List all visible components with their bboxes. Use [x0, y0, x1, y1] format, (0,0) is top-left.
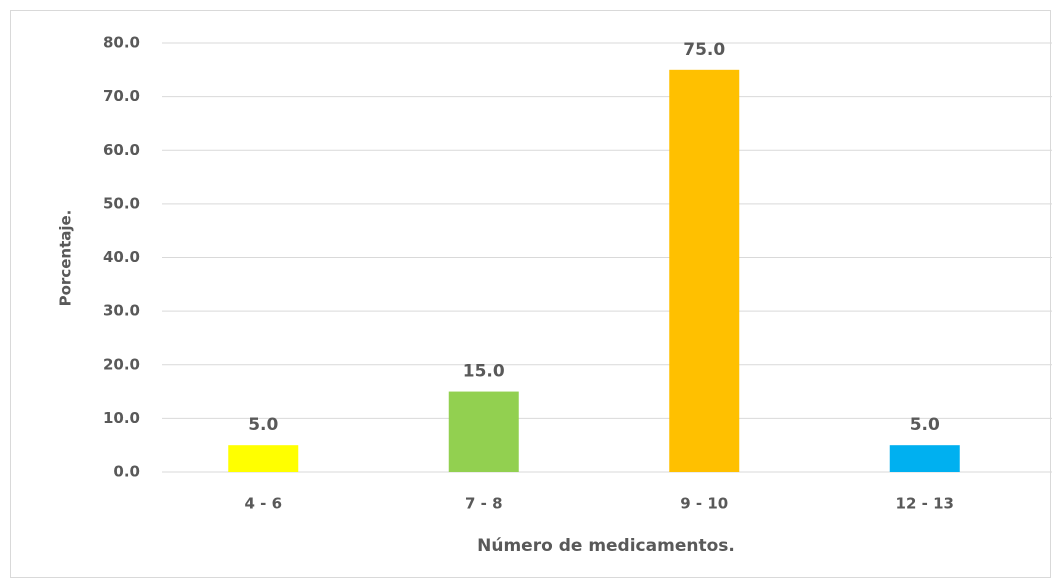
x-tick-label: 9 - 10 — [680, 495, 728, 513]
y-tick-label: 30.0 — [103, 302, 140, 320]
y-tick-label: 80.0 — [103, 34, 140, 52]
data-label: 75.0 — [683, 40, 725, 60]
x-axis-label: Número de medicamentos. — [477, 536, 735, 556]
x-tick-label: 7 - 8 — [465, 495, 503, 513]
y-tick-label: 20.0 — [103, 355, 140, 373]
y-axis-label: Porcentaje. — [57, 210, 75, 307]
data-label: 5.0 — [248, 415, 278, 435]
bar — [669, 69, 740, 472]
y-tick-label: 50.0 — [103, 194, 140, 212]
y-tick-label: 10.0 — [103, 409, 140, 427]
bar — [448, 391, 519, 472]
data-label: 5.0 — [910, 415, 940, 435]
y-tick-label: 70.0 — [103, 87, 140, 105]
y-tick-label: 0.0 — [113, 463, 140, 481]
y-tick-label: 40.0 — [103, 248, 140, 266]
chart-border — [10, 10, 1051, 578]
bar — [889, 445, 960, 472]
y-tick-label: 60.0 — [103, 141, 140, 159]
data-label: 15.0 — [463, 362, 505, 382]
bar — [228, 445, 299, 472]
x-tick-label: 12 - 13 — [896, 495, 954, 513]
x-tick-label: 4 - 6 — [244, 495, 282, 513]
